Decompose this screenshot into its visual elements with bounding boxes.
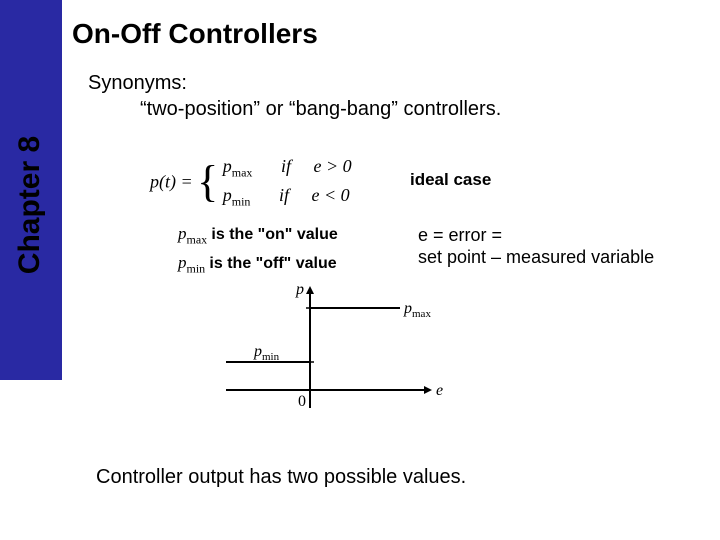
brace-open: { — [197, 162, 218, 202]
pmax-sub: max — [187, 232, 208, 246]
error-line1: e = error = — [418, 224, 654, 246]
case2-cond: e < 0 — [311, 185, 349, 205]
case1-if: if — [281, 156, 291, 176]
error-line2: set point – measured variable — [418, 246, 654, 268]
pmin-desc: is the "off" value — [209, 255, 336, 272]
synonyms-heading: Synonyms: — [88, 72, 187, 95]
ideal-case-label: ideal case — [410, 170, 491, 190]
equation-piecewise: p(t) = { pmax if e > 0 pmin if e < 0 — [150, 155, 352, 212]
svg-text:pmin: pmin — [253, 343, 280, 363]
value-definitions: pmax is the "on" value pmin is the "off"… — [178, 222, 338, 281]
svg-text:e: e — [436, 382, 443, 399]
svg-text:pmax: pmax — [403, 300, 431, 320]
chapter-label: Chapter 8 — [0, 115, 60, 295]
case1-cond: e > 0 — [313, 156, 351, 176]
equation-lhs: p(t) = — [150, 172, 197, 192]
case1-sub: max — [232, 166, 253, 180]
conclusion-text: Controller output has two possible value… — [96, 466, 466, 489]
pmin-sub: min — [187, 262, 206, 276]
case1-var: p — [223, 156, 232, 176]
case2-sub: min — [232, 194, 251, 208]
case2-var: p — [223, 185, 232, 205]
error-definition: e = error = set point – measured variabl… — [418, 224, 654, 268]
page-title: On-Off Controllers — [72, 18, 318, 50]
synonyms-text: “two-position” or “bang-bang” controller… — [140, 98, 501, 121]
step-graph: p e 0 pmax pmin — [220, 280, 460, 420]
svg-text:0: 0 — [298, 393, 306, 410]
svg-text:p: p — [295, 281, 304, 298]
case2-if: if — [279, 185, 289, 205]
pmax-var: p — [178, 224, 187, 243]
pmax-desc: is the "on" value — [211, 226, 337, 243]
pmin-var: p — [178, 253, 187, 272]
